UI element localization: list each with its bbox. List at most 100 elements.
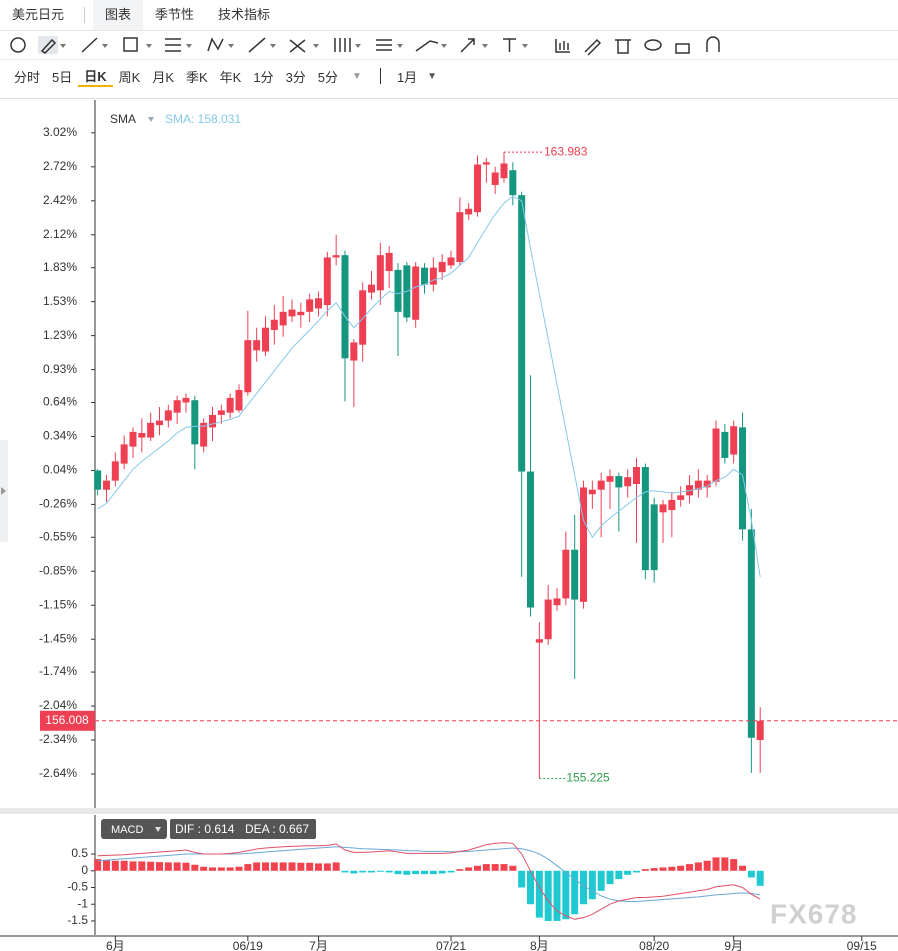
dropdown-arrow[interactable] bbox=[148, 117, 154, 122]
period[interactable]: 月K bbox=[152, 69, 174, 85]
x-tick-label: 06/19 bbox=[233, 939, 263, 951]
y-tick-label: -0.55% bbox=[39, 529, 77, 543]
macd-bar bbox=[739, 865, 747, 871]
candle-body bbox=[244, 340, 252, 393]
x-tick-label: 9月 bbox=[724, 939, 743, 951]
max-label: 163.983 bbox=[544, 144, 588, 158]
macd-bar bbox=[403, 870, 411, 875]
macd-bar bbox=[624, 870, 632, 875]
y-tick-label: 0.04% bbox=[43, 463, 77, 477]
tool-icon[interactable] bbox=[248, 37, 266, 53]
macd-bar bbox=[438, 870, 446, 874]
tool-icon[interactable] bbox=[584, 38, 602, 56]
candle-body bbox=[465, 208, 473, 215]
candle-body bbox=[226, 397, 234, 413]
macd-bar bbox=[173, 862, 181, 871]
macd-y-tick-label: 0 bbox=[81, 863, 88, 877]
candle-body bbox=[712, 428, 720, 482]
macd-bar bbox=[182, 862, 190, 871]
tool-icon[interactable] bbox=[706, 36, 720, 52]
candle-body bbox=[694, 480, 702, 490]
period[interactable]: 周K bbox=[118, 69, 141, 85]
macd-bar bbox=[535, 870, 543, 918]
tool-icon[interactable] bbox=[81, 37, 98, 53]
tool-icon[interactable] bbox=[460, 38, 475, 53]
period[interactable]: 5分 bbox=[317, 69, 339, 85]
macd-button[interactable] bbox=[101, 819, 167, 839]
period[interactable]: 日K bbox=[78, 66, 113, 87]
tab[interactable]: 图表 bbox=[93, 0, 144, 30]
candle-body bbox=[279, 311, 287, 326]
tool-icon[interactable] bbox=[207, 37, 224, 52]
macd-bar bbox=[270, 862, 278, 871]
macd-bar bbox=[314, 863, 322, 871]
macd-bar bbox=[368, 870, 376, 873]
tool-icon[interactable] bbox=[289, 39, 306, 53]
candle-body bbox=[332, 255, 340, 258]
period[interactable]: 季K bbox=[185, 69, 208, 85]
tool-icons bbox=[10, 36, 720, 56]
tool-icon[interactable] bbox=[123, 37, 138, 52]
tool-icon[interactable] bbox=[376, 39, 392, 51]
candle-body bbox=[129, 431, 137, 447]
candle-body bbox=[138, 433, 146, 438]
tab[interactable]: 技术指标 bbox=[218, 7, 271, 22]
y-tick-label: 2.42% bbox=[43, 193, 77, 207]
candle-body bbox=[147, 422, 155, 438]
dropdown-arrow[interactable]: ▼ bbox=[427, 70, 438, 82]
candle-body bbox=[208, 414, 216, 428]
period[interactable]: 年K bbox=[219, 69, 242, 85]
candle-body bbox=[491, 172, 499, 185]
macd-bar bbox=[350, 870, 358, 874]
y-tick-label: -0.26% bbox=[39, 497, 77, 511]
macd-bar bbox=[191, 864, 199, 871]
dif-label: DIF : 0.614 bbox=[175, 822, 235, 836]
period[interactable]: 分时 bbox=[14, 69, 41, 85]
macd-bar bbox=[527, 870, 535, 905]
macd-bar bbox=[509, 865, 517, 871]
y-tick-label: 0.64% bbox=[43, 395, 77, 409]
tool-icon[interactable] bbox=[675, 43, 690, 54]
y-tick-label: -0.85% bbox=[39, 563, 77, 577]
dropdown-arrow[interactable]: ▼ bbox=[352, 70, 362, 82]
macd-bar bbox=[200, 866, 208, 871]
candle-body bbox=[261, 327, 269, 352]
tool-icon[interactable] bbox=[415, 40, 439, 52]
y-tick-label: -2.64% bbox=[39, 766, 77, 780]
tool-icon[interactable] bbox=[334, 38, 351, 52]
y-tick-label: 2.12% bbox=[43, 227, 77, 241]
candle-body bbox=[597, 480, 605, 490]
tool-icon[interactable] bbox=[615, 39, 631, 54]
candle-body bbox=[438, 261, 446, 273]
tool-icon[interactable] bbox=[644, 39, 662, 51]
tool-icon[interactable] bbox=[555, 39, 570, 53]
macd-bar bbox=[447, 870, 455, 873]
macd-bar bbox=[686, 864, 694, 871]
candle-body bbox=[562, 549, 570, 599]
indicator-value: SMA: 158.031 bbox=[165, 112, 241, 126]
tool-icon[interactable] bbox=[10, 37, 26, 53]
period[interactable]: 1分 bbox=[253, 69, 274, 85]
macd-bar bbox=[712, 857, 720, 871]
tab[interactable]: 季节性 bbox=[155, 7, 195, 22]
candle-body bbox=[756, 720, 764, 741]
macd-bar bbox=[650, 868, 658, 871]
macd-bar bbox=[138, 861, 146, 871]
tool-icon[interactable] bbox=[40, 38, 57, 54]
tool-icon[interactable] bbox=[503, 38, 516, 52]
macd-bar bbox=[703, 860, 711, 871]
y-tick-label: 2.72% bbox=[43, 159, 77, 173]
range[interactable]: 1月 bbox=[396, 69, 418, 85]
x-tick-label: 08/20 bbox=[639, 939, 669, 951]
y-tick-label: 1.23% bbox=[43, 328, 77, 342]
candle-body bbox=[641, 467, 649, 571]
period[interactable]: 5日 bbox=[52, 69, 73, 85]
macd-bar bbox=[677, 865, 685, 871]
candle-body bbox=[535, 639, 543, 643]
macd-bar bbox=[500, 864, 508, 871]
y-tick-label: 1.53% bbox=[43, 294, 77, 308]
y-tick-label: -2.04% bbox=[39, 698, 77, 712]
tool-icon[interactable] bbox=[165, 38, 181, 52]
period[interactable]: 3分 bbox=[285, 69, 306, 85]
